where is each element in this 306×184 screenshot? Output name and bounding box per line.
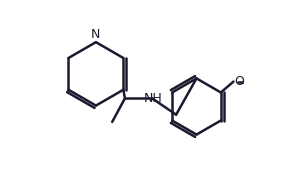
Text: N: N	[91, 28, 101, 41]
Text: O: O	[234, 75, 244, 88]
Text: NH: NH	[144, 92, 162, 105]
